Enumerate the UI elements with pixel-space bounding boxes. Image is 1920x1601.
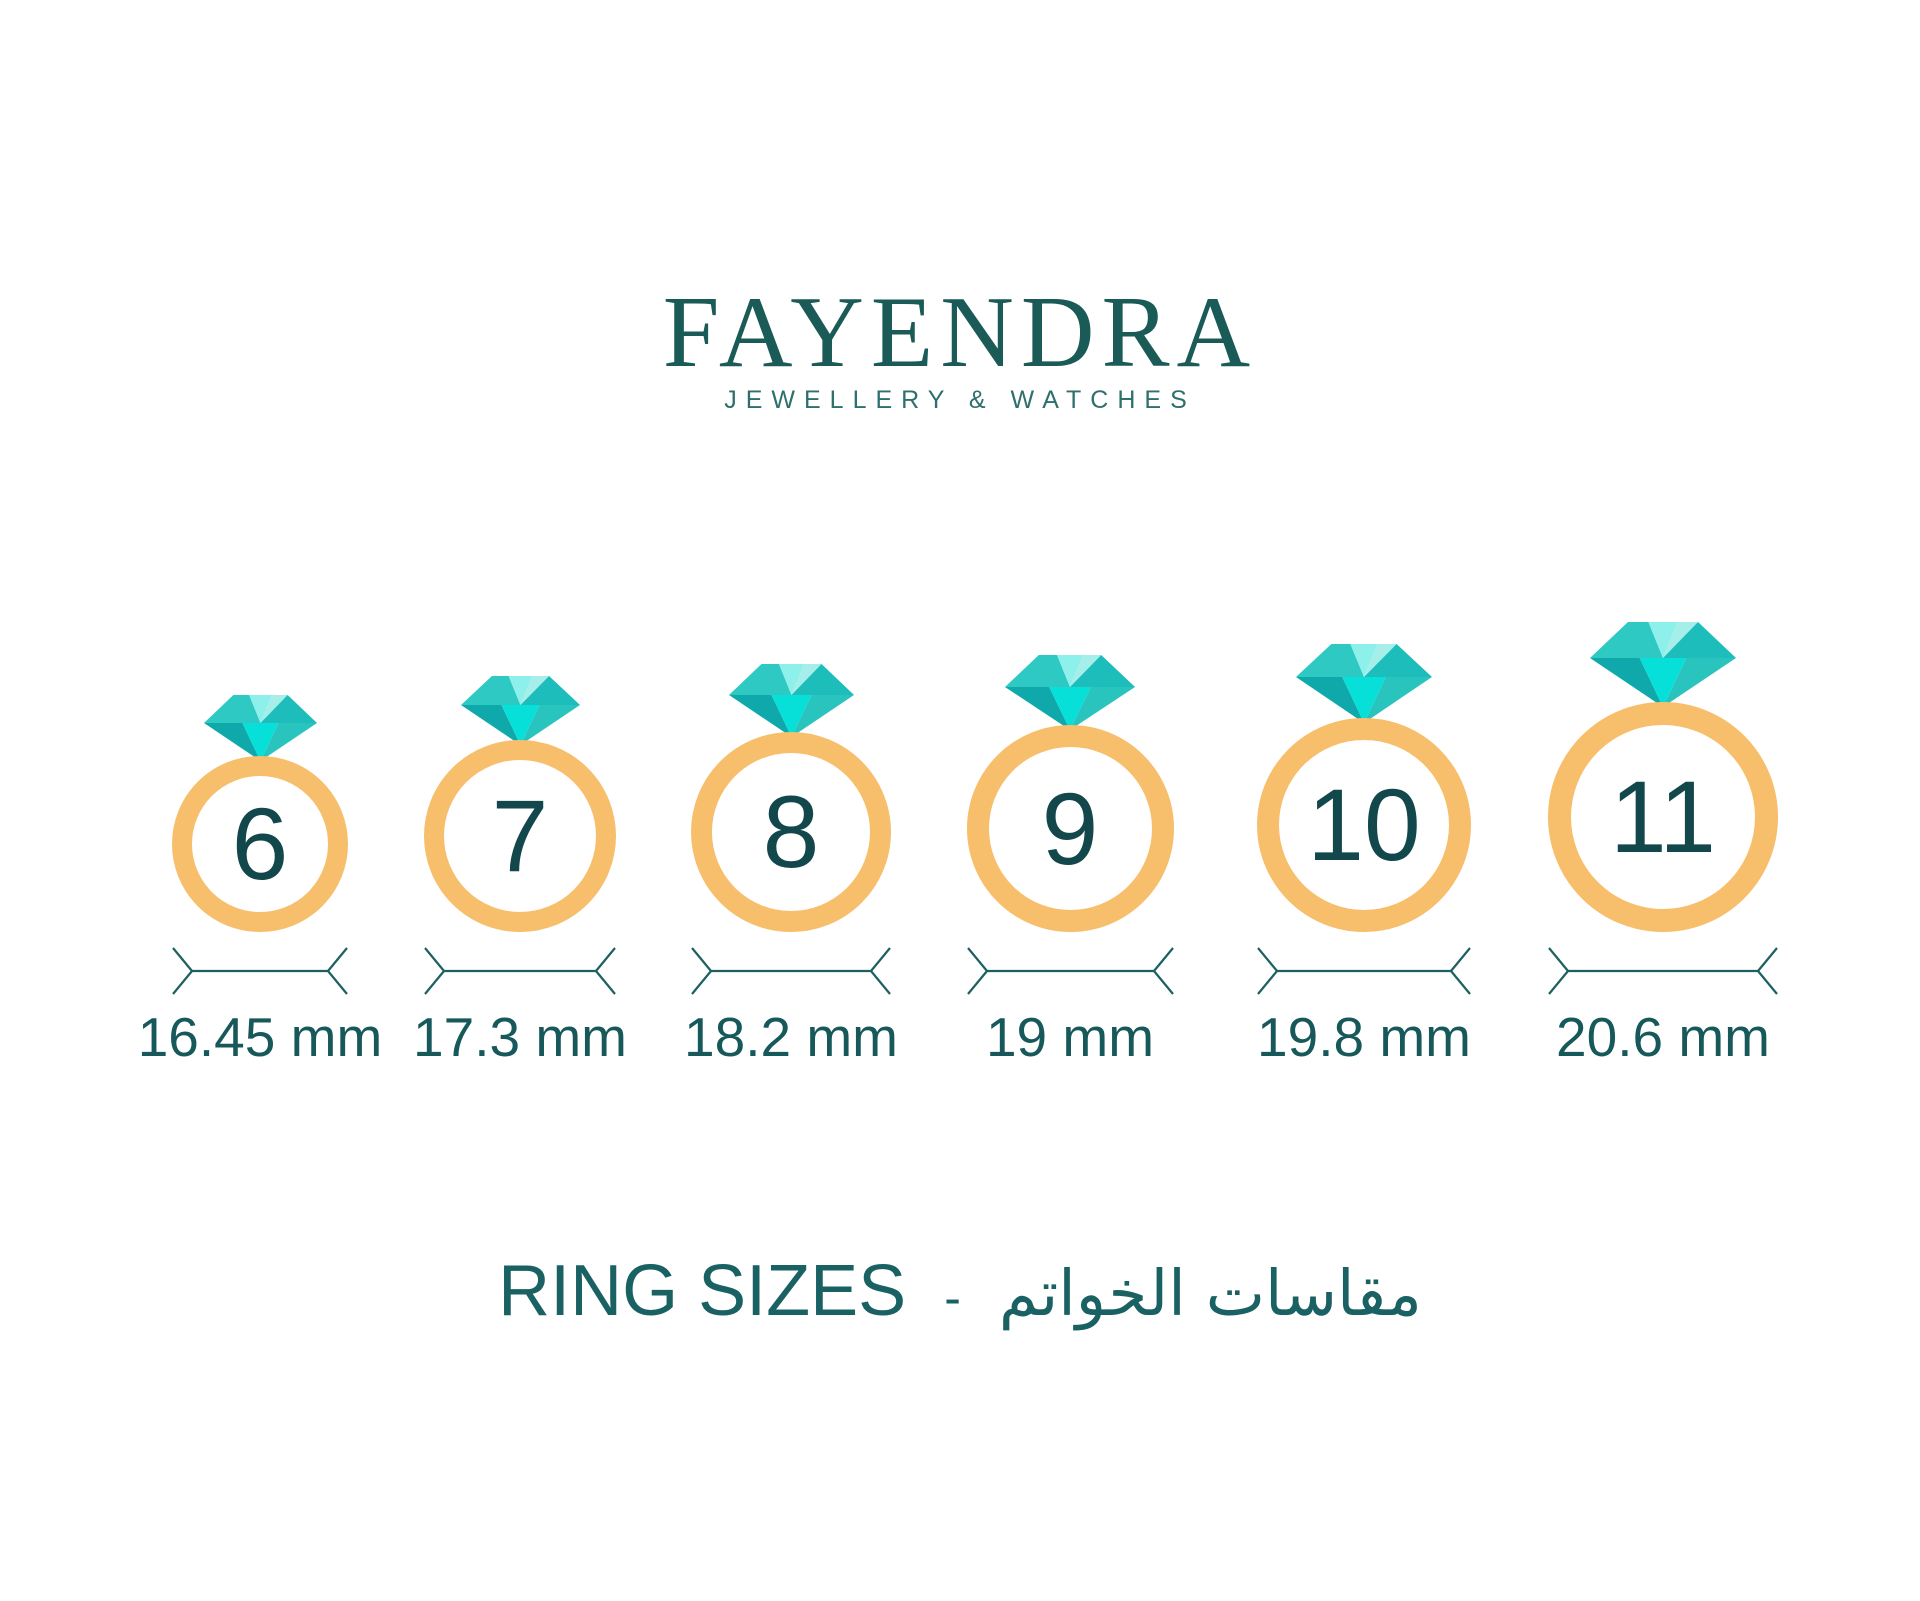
diameter-dimension-line xyxy=(172,947,348,995)
ring-band: 7 xyxy=(424,740,616,932)
ring-band: 10 xyxy=(1257,718,1471,932)
diameter-dimension-line xyxy=(1257,947,1471,995)
diamond-icon xyxy=(728,664,854,737)
ring-size-number: 6 xyxy=(231,787,289,901)
chart-title: RING SIZES - مقاسات الخواتم xyxy=(0,1246,1920,1343)
diamond-icon xyxy=(1296,644,1432,723)
dimension-marker xyxy=(1257,945,1471,997)
diameter-label: 17.3 mm xyxy=(413,1006,627,1068)
diameter-dimension-line xyxy=(691,947,891,995)
ring-band: 6 xyxy=(172,756,348,932)
ring-band: 11 xyxy=(1548,702,1778,932)
ring-item-size-7: 7 xyxy=(424,676,616,932)
ring-item-size-6: 6 xyxy=(172,695,348,932)
brand-tagline: JEWELLERY & WATCHES xyxy=(724,386,1196,414)
ring-item-size-9: 9 xyxy=(966,655,1174,932)
dimension-marker xyxy=(691,945,891,997)
diamond-icon xyxy=(203,695,317,761)
diamond xyxy=(1296,644,1432,723)
diameter-label: 19.8 mm xyxy=(1257,1006,1471,1068)
chart-title-separator: - xyxy=(944,1270,961,1326)
diamond xyxy=(728,664,854,737)
diameter-dimension-line xyxy=(1548,947,1778,995)
diameter-label: 20.6 mm xyxy=(1556,1006,1770,1068)
chart-title-english: RING SIZES xyxy=(498,1251,907,1331)
dimension-marker xyxy=(172,945,348,997)
diameter-label: 16.45 mm xyxy=(137,1006,383,1068)
diameter-label: 18.2 mm xyxy=(684,1006,898,1068)
diamond-icon xyxy=(1590,622,1736,707)
ring-size-number: 11 xyxy=(1610,760,1716,874)
ring-size-number: 7 xyxy=(491,779,549,893)
ring-band: 8 xyxy=(691,732,891,932)
ring-item-size-8: 8 xyxy=(691,664,891,932)
ring-item-size-11: 11 xyxy=(1548,622,1778,932)
chart-title-arabic: مقاسات الخواتم xyxy=(998,1257,1422,1330)
dimension-marker xyxy=(966,945,1174,997)
dimension-marker xyxy=(424,945,616,997)
ring-size-number: 10 xyxy=(1307,768,1421,882)
dimension-marker xyxy=(1548,945,1778,997)
brand-logo: FAYENDRA xyxy=(662,276,1258,389)
diamond xyxy=(1005,655,1135,730)
ring-band: 9 xyxy=(966,725,1174,932)
ring-item-size-10: 10 xyxy=(1257,644,1471,932)
diamond xyxy=(203,695,317,761)
diamond xyxy=(460,676,580,745)
diameter-dimension-line xyxy=(424,947,616,995)
ring-size-number: 9 xyxy=(1041,771,1099,886)
ring-size-number: 8 xyxy=(762,775,820,889)
diamond-icon xyxy=(460,676,580,745)
diameter-label: 19 mm xyxy=(985,1006,1155,1068)
diamond xyxy=(1590,622,1736,707)
diamond-icon xyxy=(1005,655,1135,730)
diameter-dimension-line xyxy=(966,947,1174,995)
